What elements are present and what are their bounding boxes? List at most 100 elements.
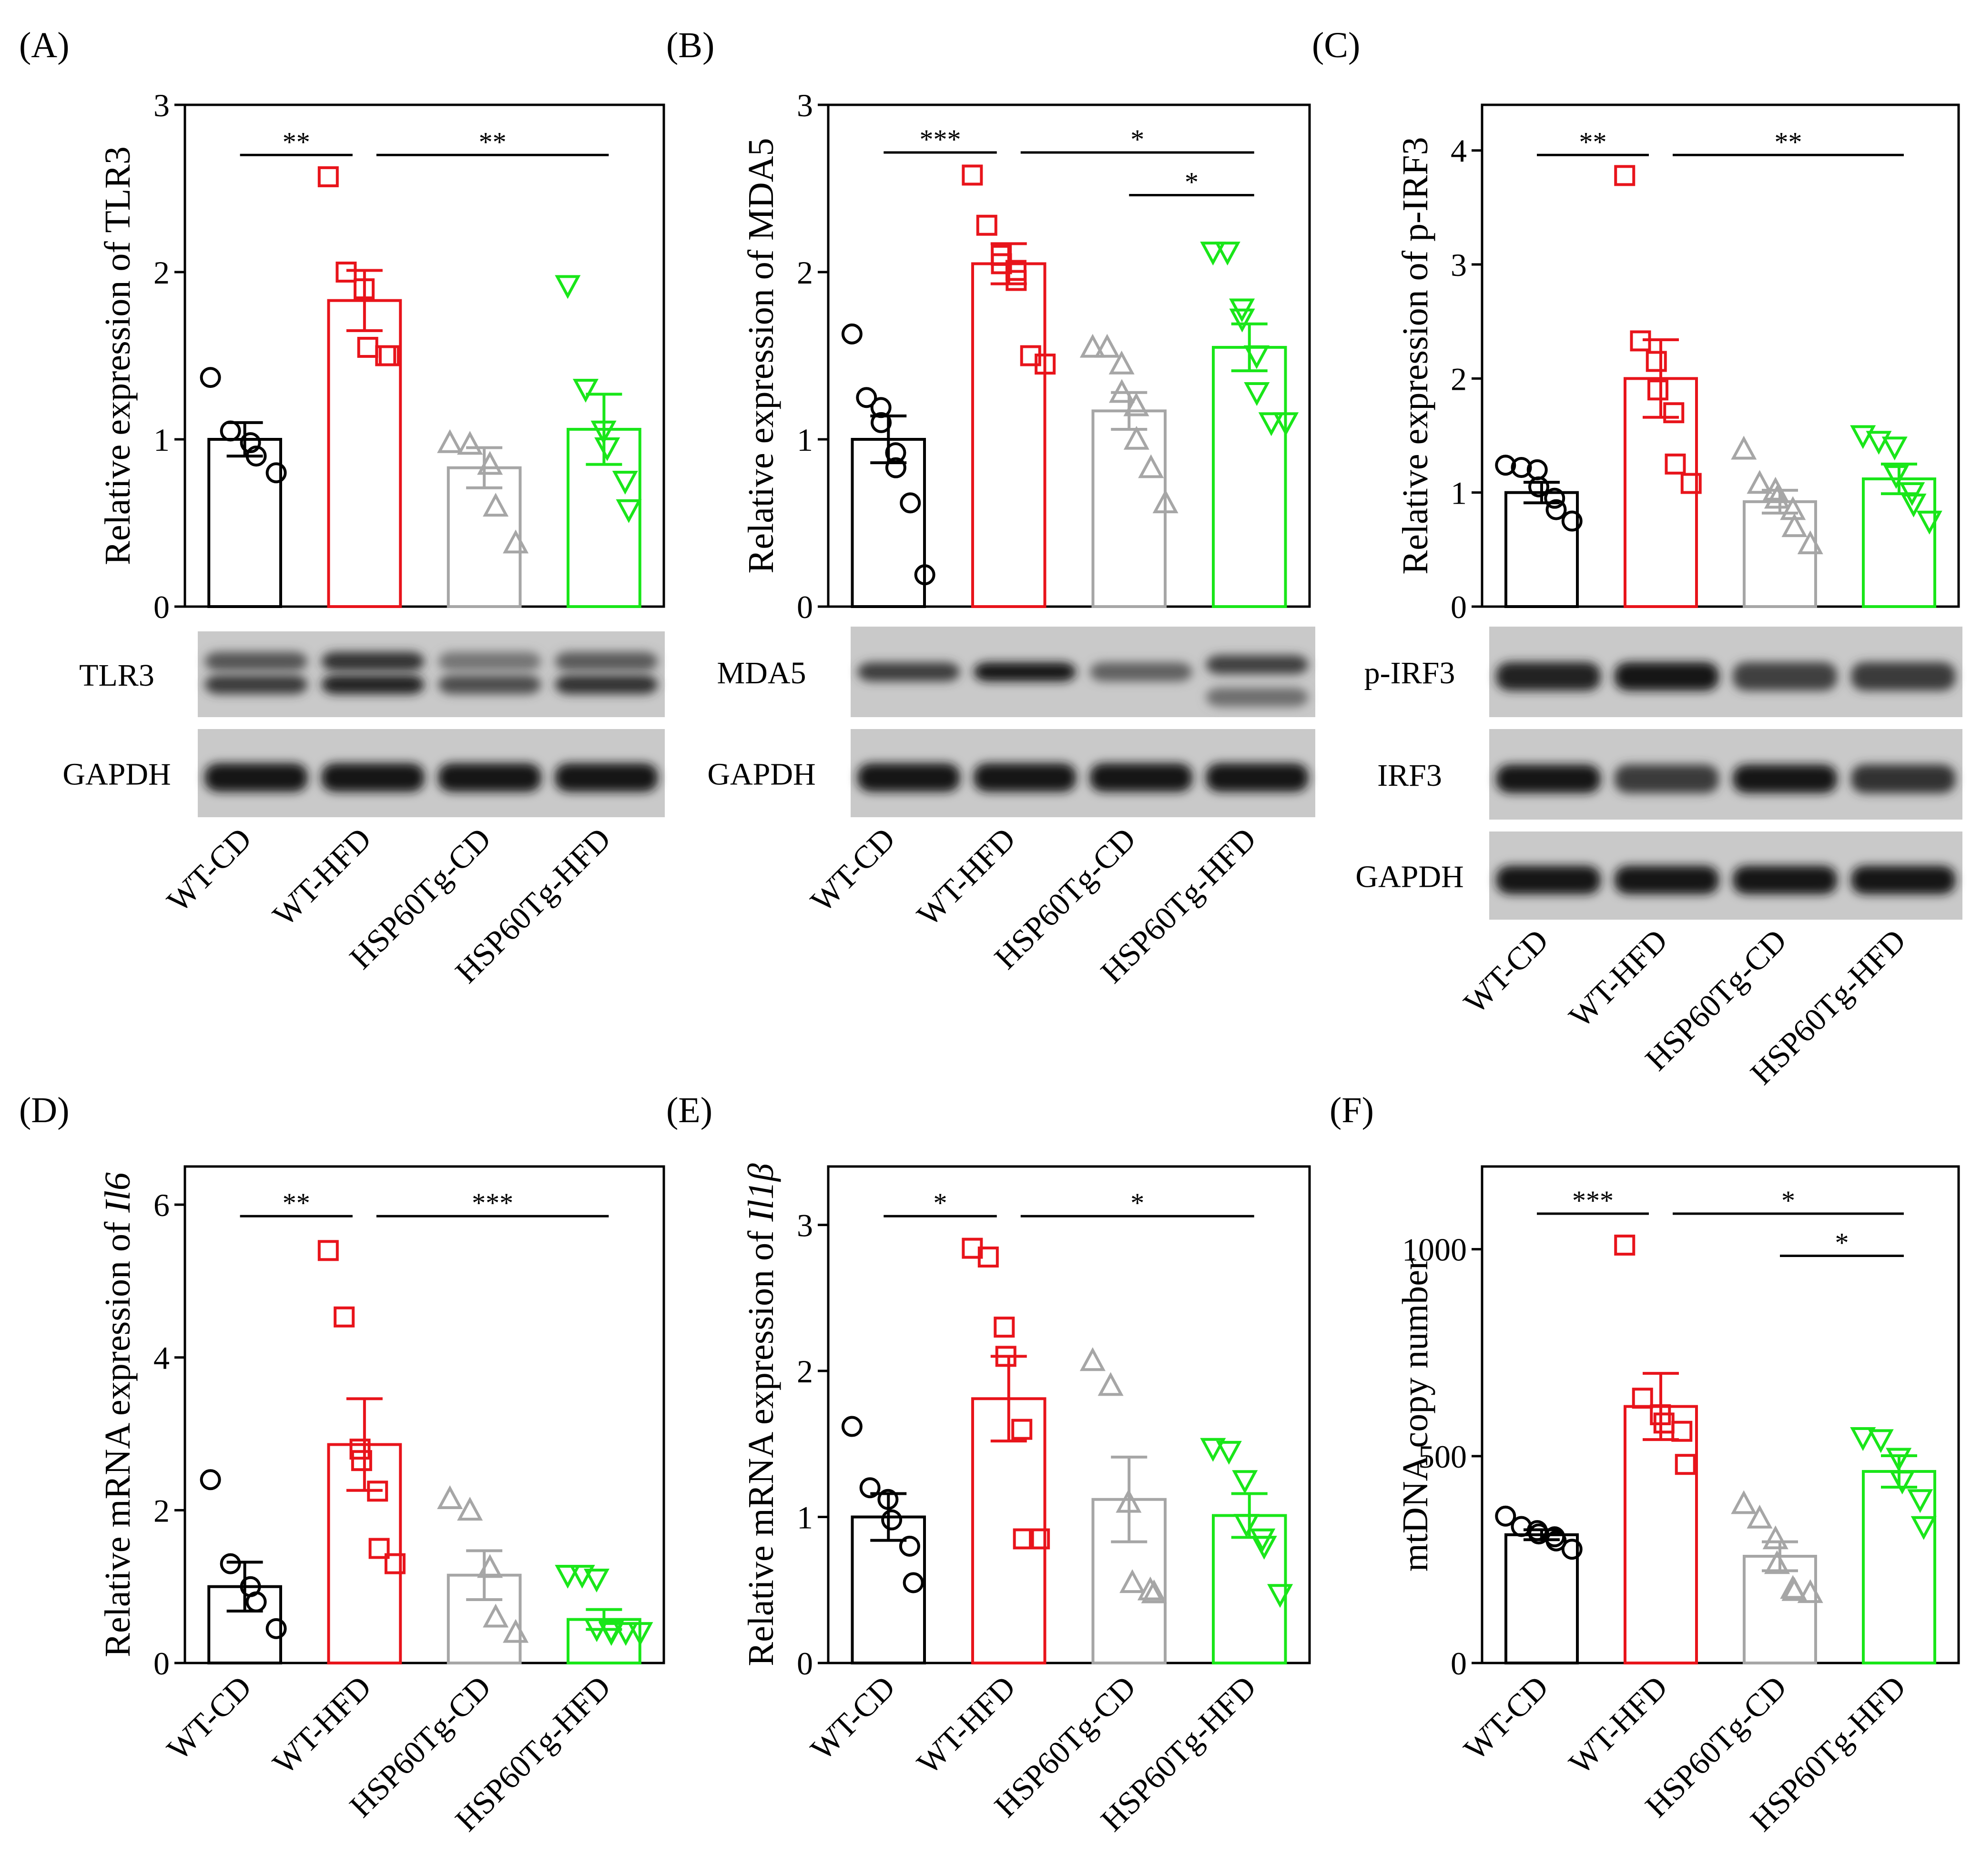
blot-band [204, 675, 308, 694]
y-tick-label: 1 [797, 422, 813, 458]
y-tick-label: 2 [1451, 361, 1467, 397]
western-blot-gapdh: GAPDH [1355, 832, 1962, 920]
square-marker-icon [1680, 473, 1702, 494]
triangle-down-marker-icon [1881, 436, 1908, 461]
circle-marker-icon [841, 323, 863, 345]
western-blot-gapdh: GAPDH [707, 729, 1315, 817]
triangle-down-marker-icon [1200, 1438, 1226, 1462]
triangle-down-marker-icon [555, 1564, 581, 1589]
triangle-down-marker-icon [583, 1568, 610, 1592]
western-blot-mda5: MDA5 [717, 627, 1315, 717]
circle-marker-icon [1545, 499, 1567, 520]
y-tick-label: 1 [1451, 475, 1467, 511]
square-marker-icon [962, 164, 983, 186]
triangle-up-marker-icon [1764, 485, 1790, 509]
triangle-up-marker-icon [477, 1554, 503, 1578]
bar-wt-hfd [971, 262, 1046, 608]
chart-panel-3: (D) 0 2 4 6 Relative mRNA expression of Il6 **… [19, 1090, 665, 1838]
triangle-up-marker-icon [1138, 454, 1164, 478]
triangle-up-marker-icon [1797, 530, 1823, 555]
plot-frame [183, 1165, 665, 1664]
bar-hsp60tg-hfd [1212, 345, 1287, 608]
triangle-up-marker-icon [457, 1497, 483, 1521]
circle-marker-icon [245, 446, 267, 467]
blot-band [1615, 865, 1719, 894]
x-tick-label: WT-HFD [265, 1669, 378, 1781]
triangle-up-marker-icon [1094, 334, 1120, 358]
triangle-up-marker-icon [503, 529, 529, 554]
triangle-up-marker-icon [503, 1619, 529, 1643]
y-tick-label: 4 [153, 1340, 170, 1376]
y-tick-label: 0 [797, 589, 813, 625]
triangle-up-marker-icon [1762, 477, 1788, 501]
square-marker-icon [1647, 379, 1668, 401]
square-marker-icon [317, 166, 339, 187]
blot-band [1206, 763, 1309, 792]
circle-marker-icon [220, 420, 241, 442]
square-marker-icon [1614, 1234, 1636, 1256]
significance-label: * [1835, 1227, 1849, 1258]
x-tick-label: WT-CD [1457, 1669, 1555, 1767]
square-marker-icon [335, 262, 357, 283]
triangle-down-marker-icon [1889, 1470, 1915, 1495]
y-tick-label: 0 [1451, 1645, 1467, 1682]
y-tick-label: 3 [153, 87, 170, 123]
triangle-up-marker-icon [1797, 1579, 1823, 1603]
y-tick-label: 2 [797, 1353, 813, 1389]
square-marker-icon [1646, 351, 1667, 372]
square-marker-icon [1013, 1528, 1034, 1550]
y-tick-label: 1 [153, 422, 170, 458]
circle-marker-icon [1511, 457, 1532, 478]
blot-membrane [198, 631, 665, 717]
panel-label: (A) [19, 25, 70, 65]
triangle-down-marker-icon [627, 1622, 653, 1646]
circle-marker-icon [841, 1416, 863, 1437]
blot-band [321, 763, 425, 792]
circle-marker-icon [870, 397, 892, 418]
significance-label: *** [920, 124, 961, 155]
triangle-down-marker-icon [598, 1622, 624, 1646]
square-marker-icon [976, 214, 997, 236]
circle-marker-icon [265, 1618, 287, 1639]
circle-marker-icon [200, 1469, 221, 1491]
triangle-up-marker-icon [483, 493, 509, 517]
panel-label: (C) [1312, 25, 1360, 65]
blot-band [1206, 655, 1309, 674]
blot-label: GAPDH [62, 757, 171, 792]
blot-band [974, 662, 1076, 681]
y-axis-label: Relative mRNA expression of Il6 [98, 1172, 138, 1657]
triangle-down-marker-icon [1910, 1516, 1937, 1540]
square-marker-icon [995, 1346, 1016, 1367]
chart-panel-4: (E) 0 1 2 3 Relative mRNA expression of Il1β *… [666, 1090, 1311, 1838]
y-tick-label: 1 [797, 1500, 813, 1536]
significance-label: ** [283, 1187, 310, 1218]
triangle-up-marker-icon [483, 1603, 509, 1628]
blot-band [204, 652, 308, 671]
y-axis-label: Relative expression of MDA5 [741, 138, 781, 574]
triangle-down-marker-icon [1907, 1489, 1933, 1513]
triangle-up-marker-icon [1731, 436, 1757, 460]
blot-label: MDA5 [717, 656, 806, 690]
triangle-up-marker-icon [1141, 1579, 1167, 1603]
circle-marker-icon [877, 1489, 899, 1510]
triangle-down-marker-icon [616, 499, 642, 523]
triangle-down-marker-icon [1273, 412, 1299, 436]
square-marker-icon [1630, 330, 1651, 352]
x-tick-label: WT-CD [803, 821, 902, 919]
triangle-down-marker-icon [1251, 1536, 1277, 1560]
square-marker-icon [1614, 165, 1636, 186]
circle-marker-icon [900, 492, 921, 514]
x-tick-label: WT-CD [803, 1669, 902, 1767]
y-tick-label: 2 [797, 254, 813, 291]
circle-marker-icon [1528, 1523, 1549, 1545]
triangle-down-marker-icon [1214, 242, 1240, 266]
triangle-down-marker-icon [1267, 1584, 1293, 1608]
triangle-down-marker-icon [1216, 1440, 1242, 1465]
square-marker-icon [994, 1317, 1015, 1338]
x-tick-label: WT-HFD [265, 821, 378, 933]
triangle-down-marker-icon [1916, 510, 1942, 535]
bar-wt-hfd [1624, 1405, 1698, 1664]
blot-band [1851, 764, 1956, 793]
triangle-down-marker-icon [555, 275, 581, 299]
blot-band [438, 763, 541, 792]
